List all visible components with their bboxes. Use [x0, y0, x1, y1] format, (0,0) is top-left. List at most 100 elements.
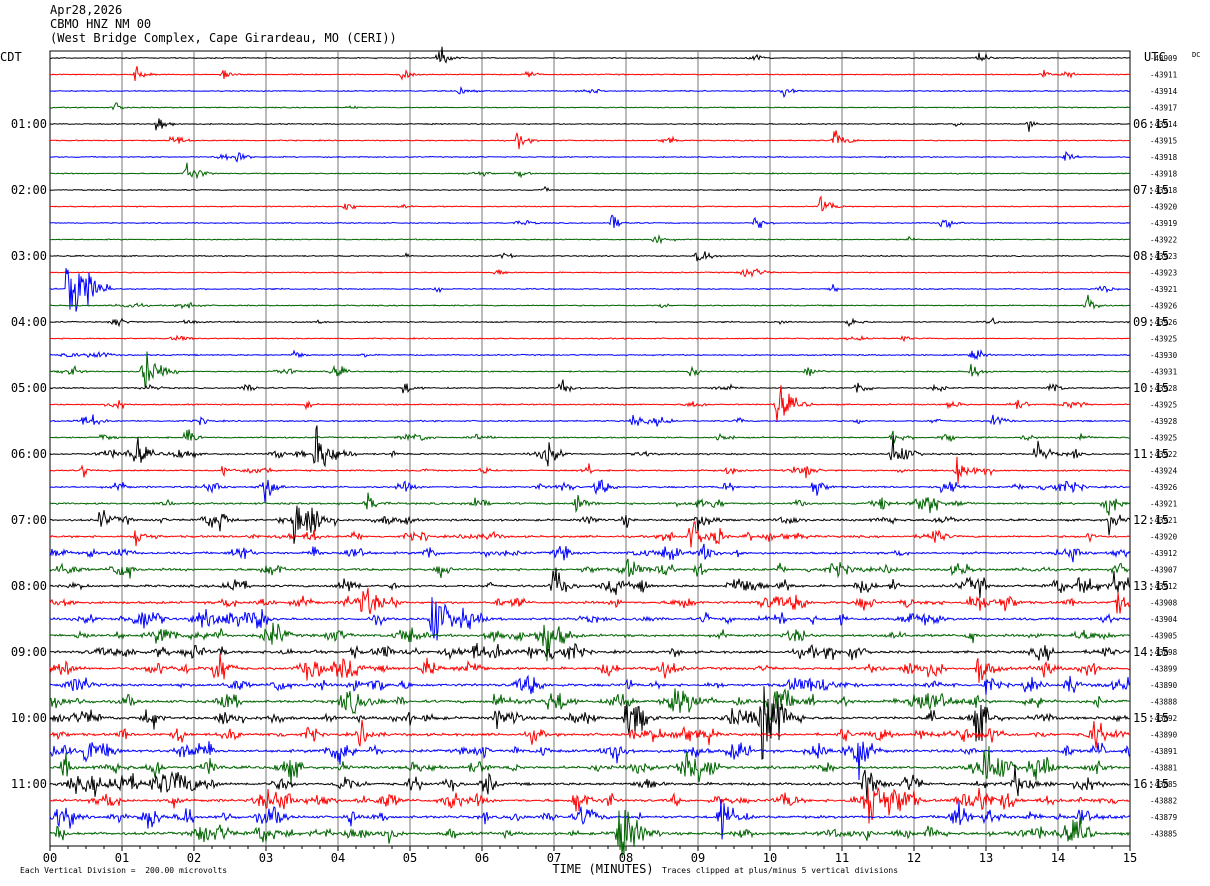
dc-offset-label: -43928 [1150, 384, 1178, 393]
right-time-label: 06:15 [1133, 117, 1169, 131]
x-tick-label: 03 [259, 851, 273, 865]
trace-line-41 [49, 719, 1131, 749]
trace-line-1 [49, 66, 1130, 81]
dc-offset-label: -43919 [1150, 219, 1177, 228]
x-tick-label: 12 [907, 851, 921, 865]
trace-line-40 [49, 686, 1131, 760]
dc-offset-label: -43926 [1150, 318, 1178, 327]
dc-offset-label: -43922 [1150, 236, 1177, 245]
dc-offset-label: -43926 [1150, 302, 1178, 311]
trace-line-26 [49, 479, 1131, 503]
dc-offset-label: -43879 [1150, 813, 1177, 822]
dc-offset-label: -43881 [1150, 764, 1177, 773]
x-tick-label: 04 [331, 851, 345, 865]
trace-line-47 [49, 809, 1131, 857]
trace-line-27 [49, 492, 1131, 516]
trace-line-31 [49, 558, 1131, 579]
right-time-label: 10:15 [1133, 381, 1169, 395]
right-time-label: 16:15 [1133, 777, 1169, 791]
dc-offset-label: -43921 [1150, 516, 1177, 525]
dc-offset-label: -43912 [1150, 549, 1177, 558]
x-tick-label: 08 [619, 851, 633, 865]
dc-offset-label: -43917 [1150, 104, 1177, 113]
dc-offset-label: -43925 [1150, 401, 1177, 410]
dc-offset-label: -43892 [1150, 714, 1177, 723]
right-time-label: 14:15 [1133, 645, 1169, 659]
x-tick-label: 09 [691, 851, 705, 865]
left-time-label: 05:00 [11, 381, 47, 395]
dc-offset-label: -43888 [1150, 698, 1178, 707]
dc-offset-label: -43920 [1150, 533, 1178, 542]
trace-line-2 [49, 85, 1131, 99]
right-timezone-label: UTC [1144, 50, 1166, 64]
trace-line-43 [49, 746, 1131, 785]
trace-line-8 [49, 185, 1131, 193]
station-code: CBMO HNZ NM 00 [50, 17, 152, 31]
trace-line-9 [49, 195, 1131, 212]
trace-line-18 [49, 349, 1131, 361]
trace-line-25 [49, 456, 1131, 484]
dc-header-label: DC [1192, 51, 1200, 59]
x-tick-label: 11 [835, 851, 849, 865]
trace-line-23 [49, 429, 1131, 444]
right-time-label: 07:15 [1133, 183, 1169, 197]
trace-line-4 [49, 118, 1130, 132]
x-tick-label: 13 [979, 851, 993, 865]
dc-offset-label: -43921 [1150, 285, 1177, 294]
x-tick-label: 01 [115, 851, 129, 865]
trace-line-33 [49, 587, 1131, 615]
dc-offset-label: -43921 [1150, 500, 1177, 509]
trace-line-35 [49, 622, 1130, 662]
x-tick-label: 05 [403, 851, 417, 865]
left-time-label: 04:00 [11, 315, 47, 329]
dc-offset-label: -43904 [1150, 615, 1178, 624]
trace-line-30 [49, 543, 1131, 563]
x-tick-label: 15 [1123, 851, 1137, 865]
plot-date: Apr28,2026 [50, 3, 123, 17]
trace-line-32 [49, 567, 1131, 598]
right-time-label: 15:15 [1133, 711, 1169, 725]
dc-offset-label: -43922 [1150, 450, 1177, 459]
right-time-label: 12:15 [1133, 513, 1169, 527]
dc-offset-label: -43931 [1150, 368, 1177, 377]
dc-offset-label: -43924 [1150, 467, 1178, 476]
trace-line-42 [49, 741, 1131, 781]
left-time-label: 08:00 [11, 579, 47, 593]
left-timezone-label: CDT [0, 50, 22, 64]
right-time-label: 09:15 [1133, 315, 1169, 329]
dc-offset-label: -43885 [1150, 780, 1177, 789]
trace-line-0 [49, 46, 1130, 64]
dc-offset-label: -43908 [1150, 599, 1178, 608]
trace-line-3 [49, 102, 1131, 111]
left-time-label: 09:00 [11, 645, 47, 659]
trace-line-5 [49, 130, 1131, 150]
trace-line-37 [49, 653, 1131, 683]
trace-line-17 [49, 334, 1131, 343]
left-time-label: 07:00 [11, 513, 47, 527]
dc-offset-label: -43909 [1150, 54, 1177, 63]
left-time-label: 10:00 [11, 711, 47, 725]
trace-line-12 [49, 251, 1131, 262]
dc-offset-label: -43915 [1150, 137, 1177, 146]
trace-line-45 [49, 786, 1131, 824]
trace-line-39 [49, 688, 1131, 726]
left-time-label: 02:00 [11, 183, 47, 197]
dc-offset-label: -43925 [1150, 335, 1177, 344]
trace-line-15 [49, 294, 1131, 310]
plot-frame [49, 50, 1131, 847]
left-time-label: 03:00 [11, 249, 47, 263]
station-location: (West Bridge Complex, Cape Girardeau, MO… [50, 31, 397, 45]
right-time-label: 13:15 [1133, 579, 1169, 593]
right-time-label: 08:15 [1133, 249, 1169, 263]
left-time-label: 01:00 [11, 117, 47, 131]
x-tick-label: 06 [475, 851, 489, 865]
x-tick-label: 14 [1051, 851, 1065, 865]
dc-offset-label: -43930 [1150, 351, 1178, 360]
dc-offset-label: -43899 [1150, 665, 1177, 674]
dc-offset-label: -43898 [1150, 648, 1178, 657]
dc-offset-label: -43885 [1150, 830, 1177, 839]
trace-line-11 [49, 234, 1131, 245]
clip-note: Traces clipped at plus/minus 5 vertical … [662, 866, 899, 875]
dc-offset-label: -43905 [1150, 632, 1177, 641]
